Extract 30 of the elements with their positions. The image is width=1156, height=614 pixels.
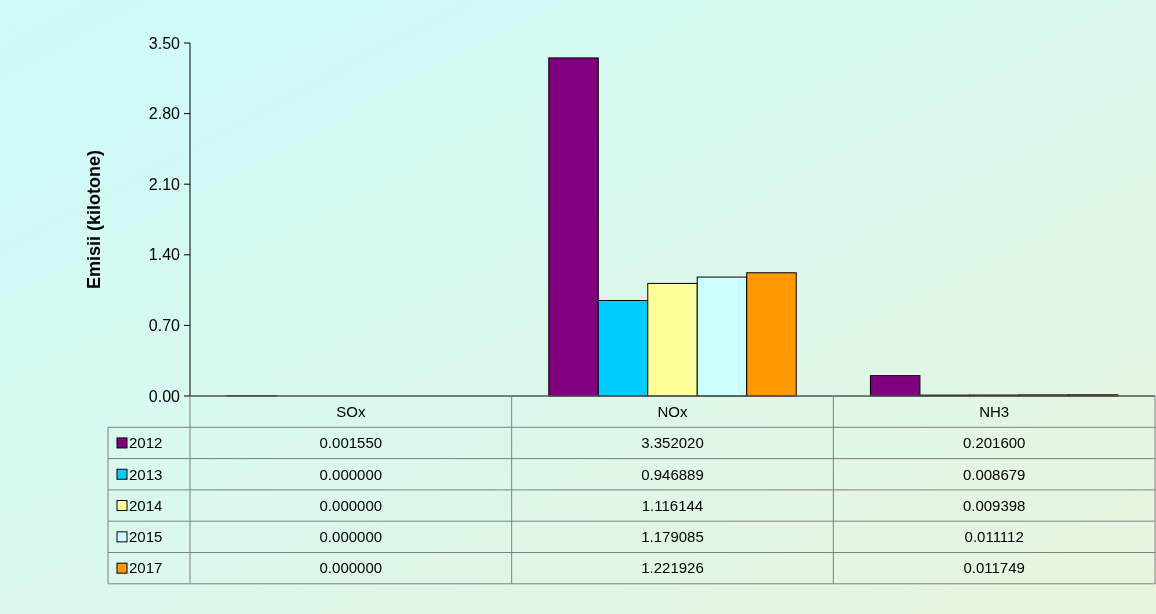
data-label: 0.001550 <box>319 434 383 452</box>
data-label: 0.000000 <box>319 496 383 514</box>
data-label: 0.946889 <box>641 465 704 483</box>
data-label: 0.009398 <box>962 496 1026 514</box>
x-tick-label: SOx <box>336 402 366 420</box>
data-label: 1.179085 <box>641 528 704 546</box>
legend-label: 2017 <box>129 559 163 577</box>
legend-label: 2014 <box>129 496 163 514</box>
data-label: 0.000000 <box>319 465 383 483</box>
y-tick-label: 2.10 <box>148 175 181 193</box>
data-label: 1.116144 <box>641 496 704 514</box>
y-axis-title: Emisii (kilotone) <box>84 149 104 290</box>
data-label: 0.008679 <box>962 465 1026 483</box>
legend-label: 2013 <box>129 465 163 483</box>
y-tick-label: 1.40 <box>148 246 181 264</box>
y-tick-label: 0.00 <box>148 387 181 405</box>
data-label: 0.201600 <box>962 434 1026 452</box>
x-tick-label: NH3 <box>979 402 1010 420</box>
y-tick-label: 0.70 <box>148 317 181 334</box>
data-label: 3.352020 <box>641 434 704 452</box>
data-label: 0.011112 <box>964 528 1024 546</box>
data-label: 0.000000 <box>319 528 383 546</box>
legend-label: 2015 <box>129 528 163 546</box>
y-tick-label: 3.50 <box>148 34 181 52</box>
data-label: 0.000000 <box>319 559 383 577</box>
data-label: 1.221926 <box>641 559 704 577</box>
x-tick-label: NOx <box>657 402 688 420</box>
data-label: 0.011749 <box>963 559 1025 577</box>
legend-label: 2012 <box>129 434 163 452</box>
y-tick-label: 2.80 <box>148 105 181 123</box>
